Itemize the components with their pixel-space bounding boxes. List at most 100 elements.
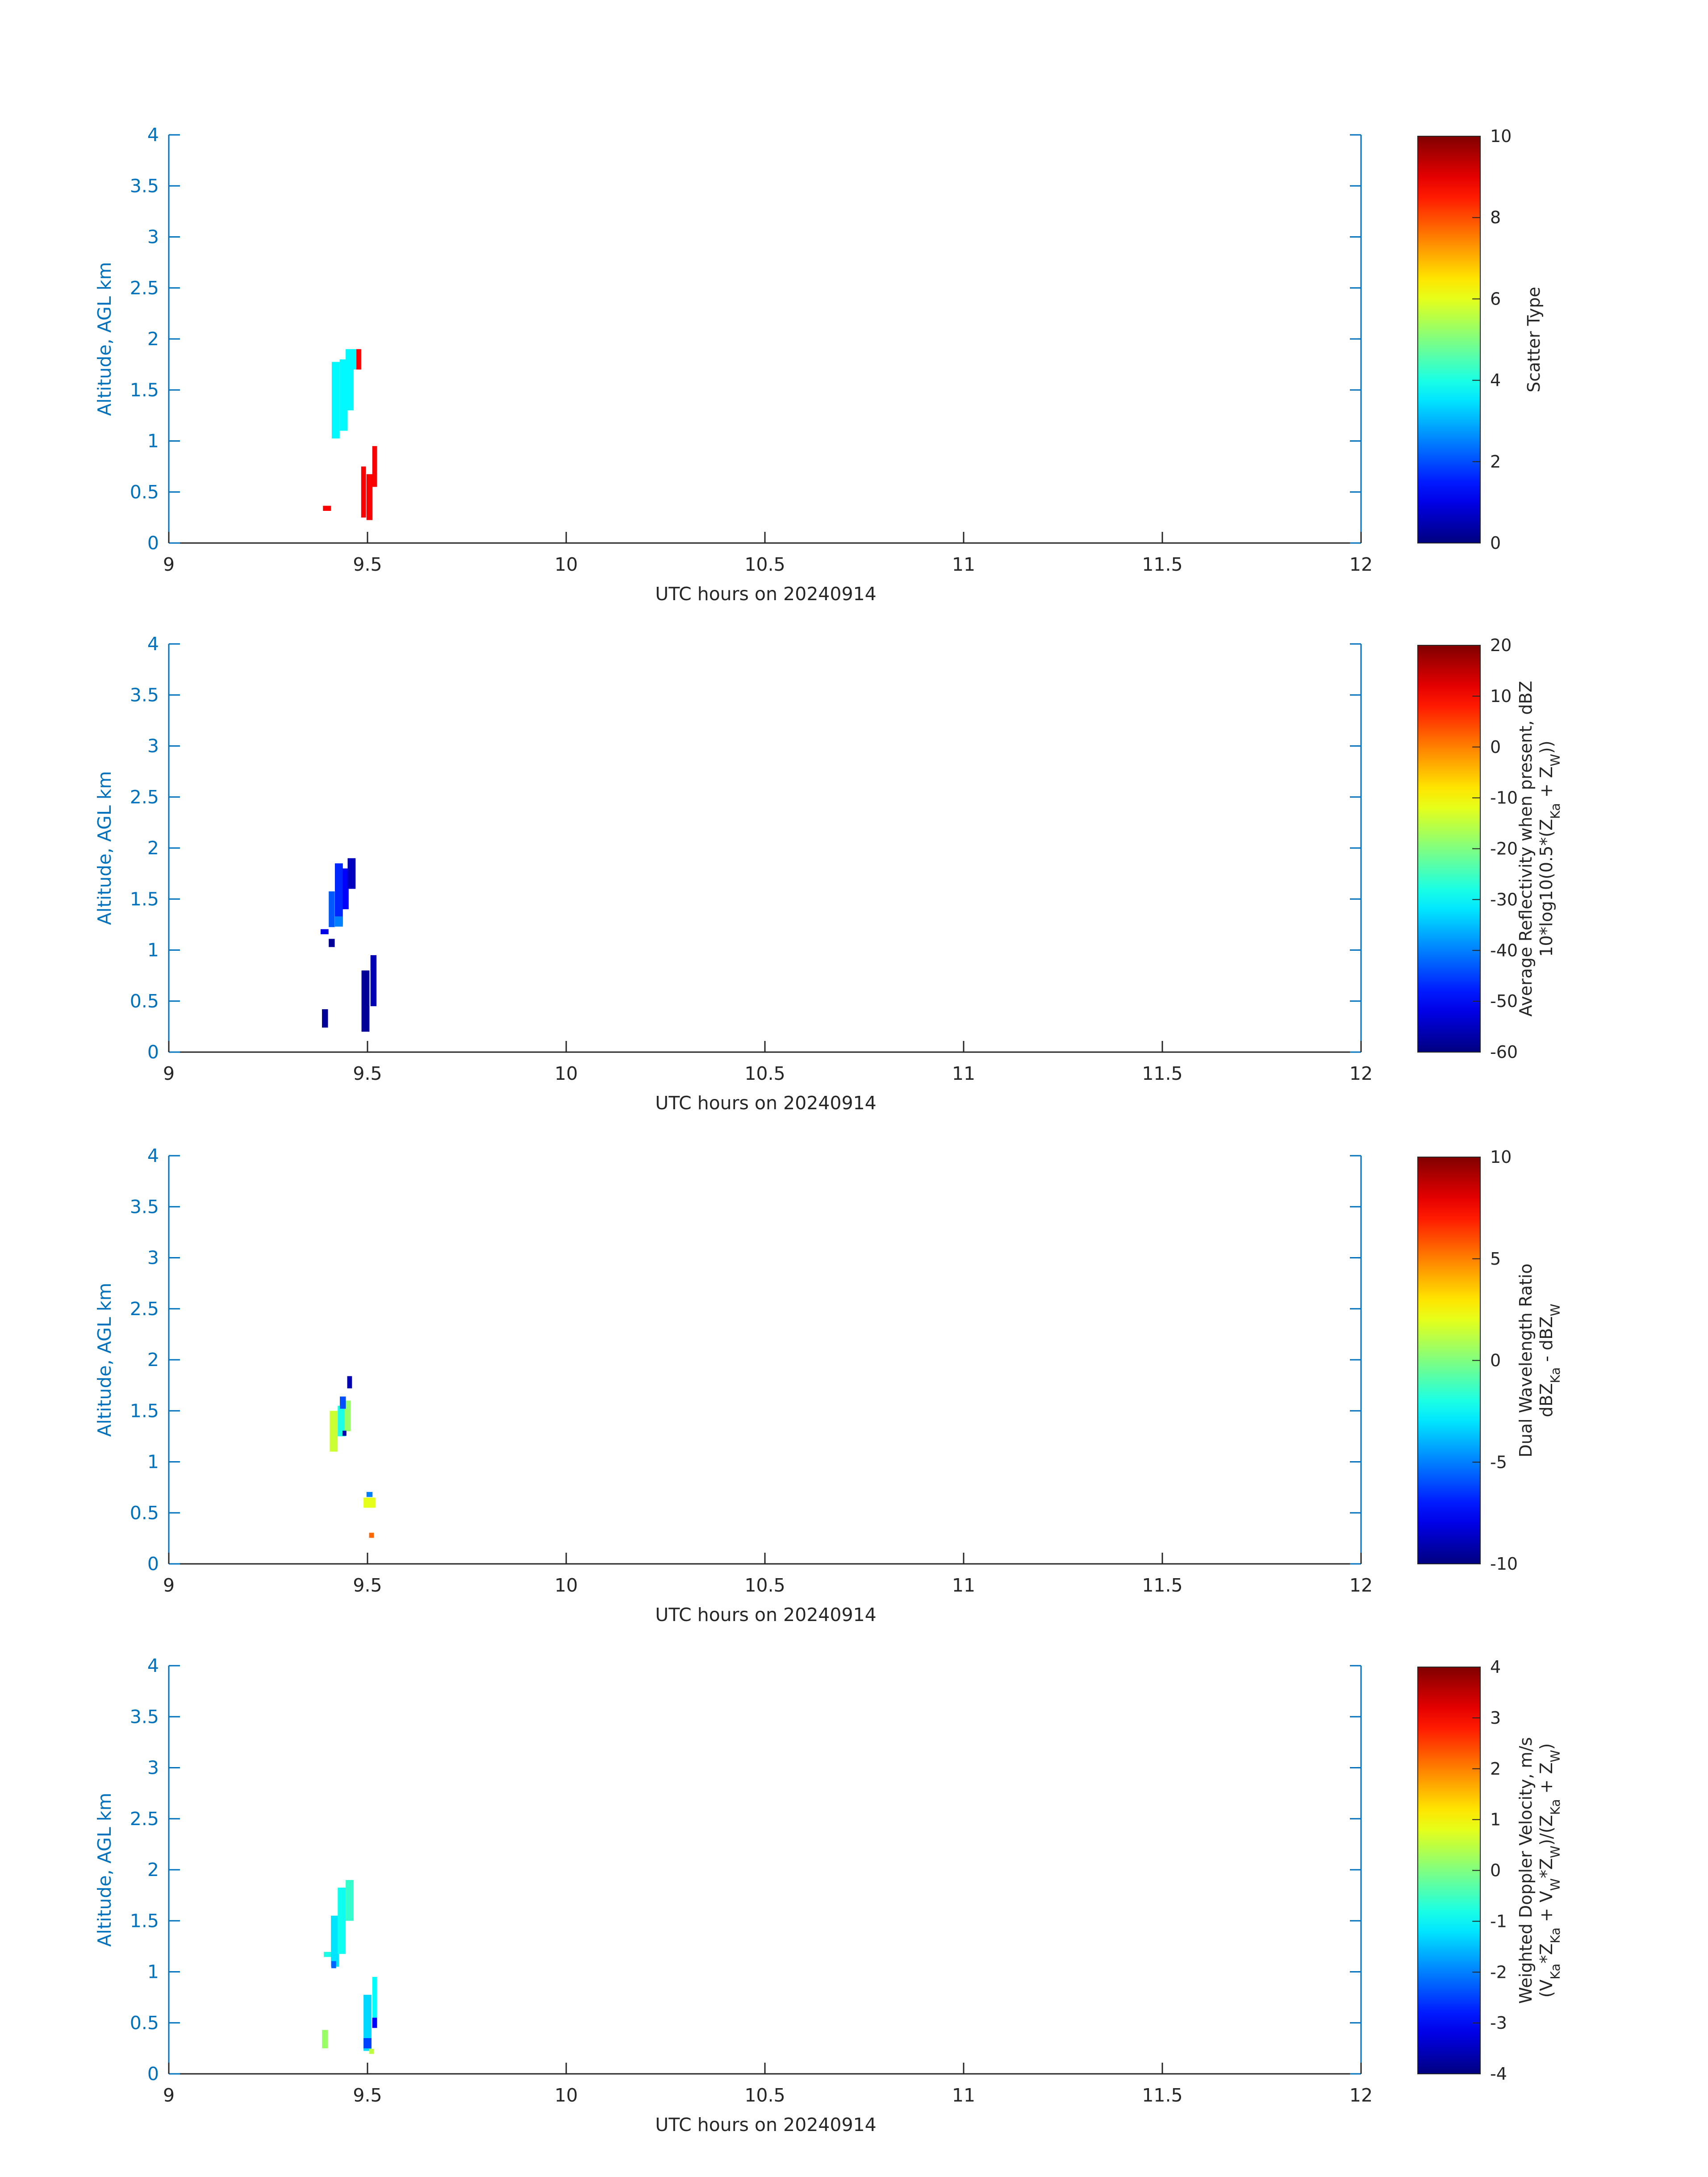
colorbar-label-line: Average Reflectivity when present, dBZ [1516, 681, 1536, 1017]
heatmap-cell [331, 1961, 336, 1968]
heatmap-cell [335, 916, 343, 927]
y-axis-label: Altitude, AGL km [94, 1283, 115, 1437]
heatmap-cell [340, 1396, 346, 1409]
x-tick-label: 10 [555, 2085, 578, 2106]
x-tick-label: 11.5 [1142, 1575, 1182, 1596]
colorbar-tick-label: 0 [1490, 1351, 1501, 1371]
heatmap-cell [363, 1497, 376, 1508]
heatmap-cell [372, 1976, 377, 2018]
colorbar-gradient [1417, 136, 1481, 543]
x-axis-label: UTC hours on 20240914 [655, 1604, 876, 1625]
x-tick-label: 12 [1349, 1575, 1373, 1596]
heatmap-cell [338, 1888, 346, 1954]
y-axis-label: Altitude, AGL km [94, 262, 115, 416]
y-axis-label: Altitude, AGL km [94, 1793, 115, 1947]
colorbar-tick-label: -30 [1490, 890, 1518, 909]
heatmap-cell [369, 1533, 374, 1538]
x-axis-label: UTC hours on 20240914 [655, 2114, 876, 2135]
y-tick-label: 0.5 [130, 1502, 159, 1524]
colorbar: -4 -3 -2 -1 0 1 2 3 4 Weighted Doppler Velocity, … [1417, 1657, 1563, 2084]
colorbar-tick-label: 20 [1490, 635, 1512, 655]
y-tick-label: 3.5 [130, 175, 159, 196]
y-tick-label: 0 [147, 1553, 159, 1575]
x-tick-label: 9.5 [353, 1575, 382, 1596]
y-tick-label: 0 [147, 532, 159, 554]
heatmap-cell [342, 1430, 347, 1436]
heatmap-cell [356, 349, 361, 370]
y-tick-label: 1 [147, 1961, 159, 1983]
y-tick-label: 4 [147, 124, 159, 146]
y-tick-label: 1.5 [130, 379, 159, 401]
heatmap-cell [372, 2018, 377, 2028]
heatmap-cell [363, 2038, 372, 2048]
colorbar-tick-label: -1 [1490, 1911, 1507, 1931]
heatmap-cell [361, 970, 370, 1032]
heatmap-cells [330, 1376, 376, 1538]
x-tick-label: 9 [163, 1063, 175, 1084]
y-tick-label: 2 [147, 1859, 159, 1880]
colorbar-tick-label: -50 [1490, 991, 1518, 1011]
x-tick-label: 9 [163, 554, 175, 575]
x-tick-label: 12 [1349, 2085, 1373, 2106]
heatmap-cells [323, 349, 377, 520]
x-tick-label: 9 [163, 2085, 175, 2106]
x-tick-label: 10.5 [744, 1575, 785, 1596]
heatmap-cell [347, 858, 356, 889]
colorbar-tick-label: 0 [1490, 533, 1501, 553]
heatmap-cell [346, 1880, 354, 1921]
colorbar-label-line: Dual Wavelength Ratio [1516, 1263, 1536, 1457]
colorbar-tick-label: 10 [1490, 1147, 1512, 1167]
y-tick-label: 3 [147, 226, 159, 248]
colorbar-tick-label: -10 [1490, 788, 1518, 808]
heatmap-cell [342, 868, 349, 910]
colorbar-label-line: Scatter Type [1524, 287, 1544, 392]
heatmap-cell [344, 1400, 351, 1431]
heatmap-cell [339, 359, 348, 431]
colorbar-label-line: (VKa*ZKa + VW*ZW)/(ZKa + ZW) [1537, 1743, 1563, 1998]
heatmap-cell [363, 1994, 372, 2051]
y-tick-label: 2 [147, 328, 159, 350]
colorbar-tick-label: 10 [1490, 126, 1512, 146]
colorbar-tick-label: 3 [1490, 1708, 1501, 1728]
y-tick-label: 1.5 [130, 1400, 159, 1421]
colorbar-label-line: 10*log10(0.5*(ZKa + ZW)) [1537, 740, 1563, 957]
heatmap-cell [322, 2030, 328, 2048]
colorbar: -10 -5 0 5 10 Dual Wavelength Ratio dBZKa - dB… [1417, 1147, 1563, 1574]
colorbar-tick-label: -5 [1490, 1452, 1507, 1472]
colorbar-label-line: Weighted Doppler Velocity, m/s [1516, 1737, 1536, 2004]
x-tick-label: 11 [952, 1063, 975, 1084]
heatmap-cell [346, 349, 354, 410]
y-tick-label: 1.5 [130, 888, 159, 910]
y-tick-label: 3.5 [130, 1706, 159, 1727]
x-tick-label: 10 [555, 1575, 578, 1596]
colorbar-tick-label: 4 [1490, 371, 1501, 390]
x-tick-label: 10.5 [744, 2085, 785, 2106]
y-tick-label: 4 [147, 1655, 159, 1676]
heatmap-cell [335, 863, 343, 925]
heatmap-cell [366, 474, 373, 520]
heatmap-cell [369, 2049, 374, 2054]
x-tick-label: 11 [952, 2085, 975, 2106]
heatmap-cell [372, 446, 377, 487]
y-tick-label: 2.5 [130, 786, 159, 808]
y-tick-label: 3.5 [130, 1196, 159, 1217]
colorbar-tick-label: 8 [1490, 208, 1501, 227]
y-tick-label: 1 [147, 1451, 159, 1473]
x-tick-label: 11.5 [1142, 554, 1182, 575]
colorbar: -60 -50 -40 -30 -20 -10 0 10 20 Average Reflectiv… [1417, 635, 1563, 1062]
heatmap-cell [331, 362, 340, 439]
heatmap-cell [321, 929, 329, 935]
y-tick-label: 0.5 [130, 2012, 159, 2034]
colorbar-tick-label: 5 [1490, 1249, 1501, 1269]
y-tick-label: 3 [147, 735, 159, 757]
x-tick-label: 11.5 [1142, 1063, 1182, 1084]
colorbar-tick-label: -60 [1490, 1042, 1518, 1062]
colorbar: 0 2 4 6 8 10 Scatter Type [1417, 126, 1544, 553]
heatmap-cell [353, 349, 357, 370]
x-tick-label: 11.5 [1142, 2085, 1182, 2106]
colorbar-tick-label: 1 [1490, 1810, 1501, 1830]
